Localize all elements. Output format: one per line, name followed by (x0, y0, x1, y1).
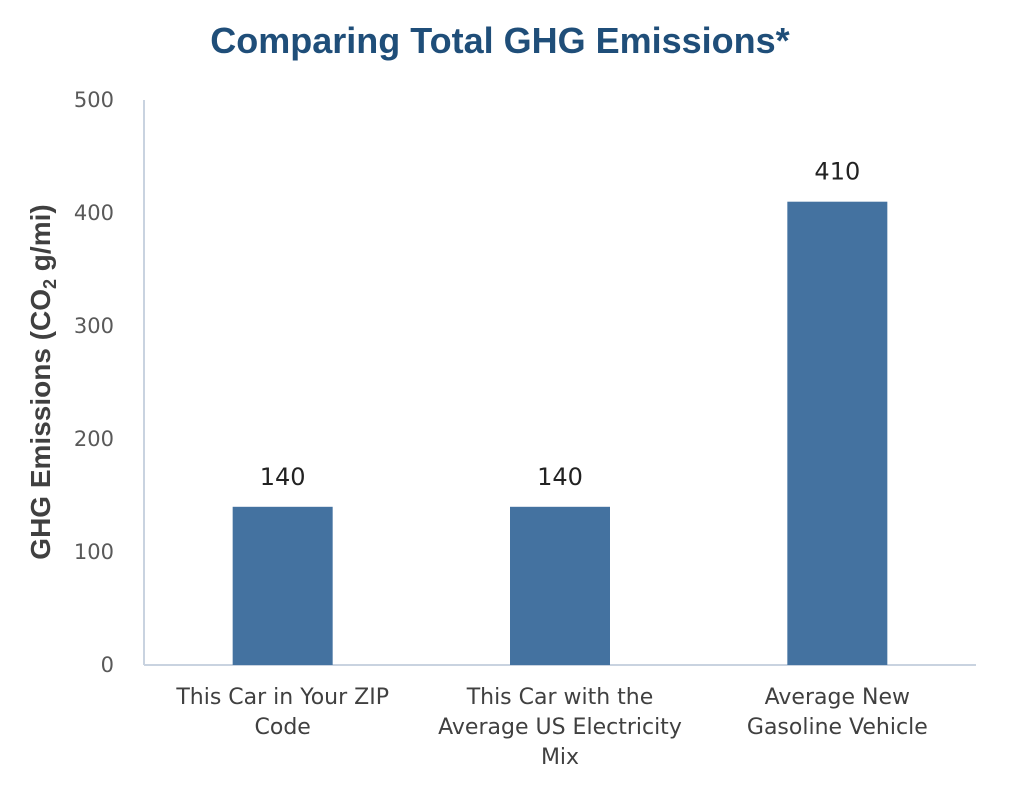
x-category-label-line: This Car in Your ZIP (175, 685, 389, 710)
x-category-label-line: Mix (541, 745, 579, 770)
bar (510, 506, 610, 665)
x-category-label-line: Gasoline Vehicle (747, 715, 928, 740)
y-tick-label: 100 (74, 540, 114, 564)
x-category-label: This Car with the Average US Electricity M… (438, 685, 682, 770)
x-category-label: This Car in Your ZIP Code (175, 685, 389, 740)
chart-title: Comparing Total GHG Emissions* (210, 20, 790, 61)
y-tick-label: 400 (74, 201, 114, 225)
x-category-label-line: This Car with the (466, 685, 654, 710)
bar (787, 201, 888, 665)
y-tick-label: 0 (101, 653, 114, 677)
data-label: 140 (260, 463, 306, 491)
y-tick-label: 500 (74, 88, 114, 112)
x-category-label: Average New Gasoline Vehicle (747, 685, 928, 740)
data-label: 140 (537, 463, 583, 491)
y-tick-label: 300 (74, 314, 114, 338)
y-tick-label: 200 (74, 427, 114, 451)
bar (232, 506, 333, 665)
data-label: 410 (814, 158, 860, 186)
x-category-label-line: Average New (765, 685, 910, 710)
x-category-label-line: Code (255, 715, 311, 740)
x-category-label-line: Average US Electricity (438, 715, 682, 740)
